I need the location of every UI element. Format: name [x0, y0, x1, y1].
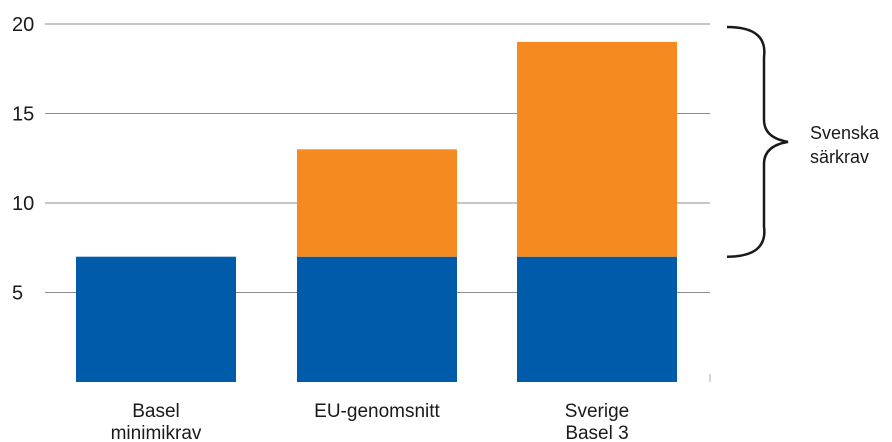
x-tick-label: minimikrav: [111, 423, 202, 442]
bar-segment-2-0: [517, 256, 677, 382]
x-tick-label: Sverige: [565, 401, 629, 422]
annotation-label: Svenska: [810, 123, 880, 143]
x-tick-label: Basel 3: [565, 423, 628, 442]
curly-brace: [726, 25, 789, 258]
y-tick-label: 15: [12, 104, 34, 126]
annotation: Svenska särkrav: [726, 25, 880, 258]
x-tick-label: EU-genomsnitt: [314, 401, 440, 422]
y-tick-label: 20: [12, 14, 34, 36]
x-tick-label: Basel: [132, 401, 180, 422]
y-axis: 5 10 15 20: [12, 14, 34, 305]
bars: [76, 41, 677, 382]
annotation-label: särkrav: [810, 147, 869, 167]
bar-segment-2-1: [517, 41, 677, 257]
bar-segment-1-1: [297, 149, 457, 257]
bar-segment-0-0: [76, 256, 236, 382]
y-tick-label: 5: [12, 283, 23, 305]
bar-segment-1-0: [297, 256, 457, 382]
y-tick-label: 10: [12, 193, 34, 215]
